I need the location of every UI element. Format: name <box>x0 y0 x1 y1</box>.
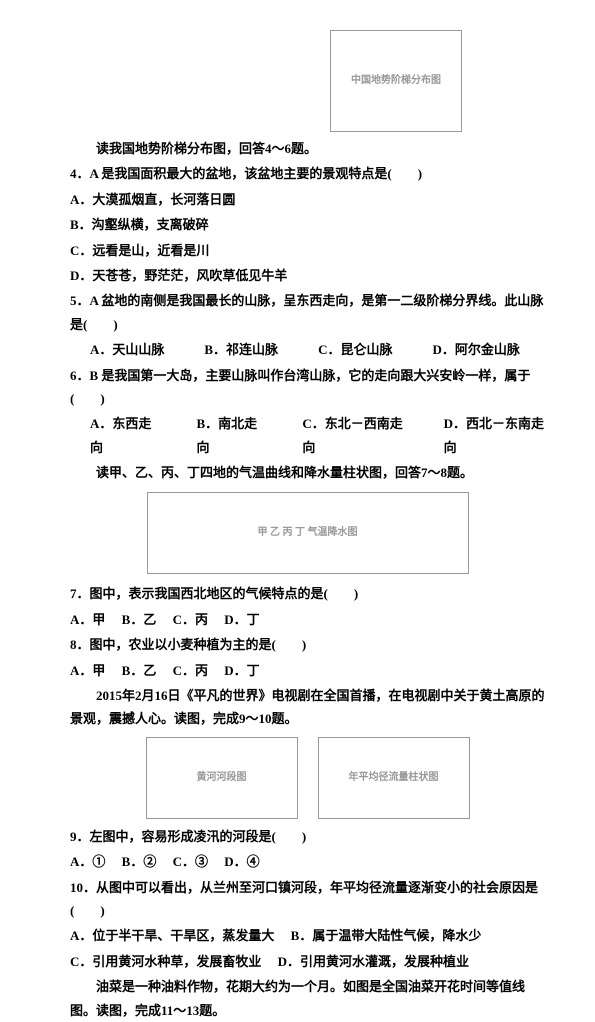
q8-option-a: A．甲 <box>70 663 105 678</box>
intro-4: 油菜是一种油料作物，花期大约为一个月。如图是全国油菜开花时间等值线图。读图，完成… <box>70 975 545 1022</box>
q7-option-a: A．甲 <box>70 612 105 627</box>
q10-option-d: D．引用黄河水灌溉，发展种植业 <box>278 954 469 969</box>
q8-option-b: B．乙 <box>122 663 157 678</box>
runoff-bar-figure: 年平均径流量柱状图 <box>318 737 470 819</box>
q10-options-row2: C．引用黄河水种草，发展畜牧业 D．引用黄河水灌溉，发展种植业 <box>70 950 545 973</box>
climate-charts: 甲 乙 丙 丁 气温降水图 <box>147 492 469 574</box>
q10-option-b: B．属于温带大陆性气候，降水少 <box>291 928 482 943</box>
q7-options: A．甲 B．乙 C．丙 D．丁 <box>70 608 545 631</box>
q10-stem: 10．从图中可以看出，从兰州至河口镇河段，年平均径流量逐渐变小的社会原因是( ) <box>70 876 545 923</box>
q6-option-d: D．西北－东南走向 <box>444 412 545 459</box>
q5-option-c: C．昆仑山脉 <box>318 338 392 361</box>
intro-1: 读我国地势阶梯分布图，回答4～6题。 <box>70 137 545 160</box>
q9-stem: 9．左图中，容易形成凌汛的河段是( ) <box>70 825 545 848</box>
q10-option-a: A．位于半干旱、干旱区，蒸发量大 <box>70 928 274 943</box>
q8-option-c: C．丙 <box>173 663 208 678</box>
q8-options: A．甲 B．乙 C．丙 D．丁 <box>70 659 545 682</box>
q9-option-c: C．③ <box>173 854 208 869</box>
q6-stem: 6．B 是我国第一大岛，主要山脉叫作台湾山脉，它的走向跟大兴安岭一样，属于( ) <box>70 364 545 411</box>
q9-option-d: D．④ <box>224 854 259 869</box>
q5-option-d: D．阿尔金山脉 <box>432 338 519 361</box>
q8-stem: 8．图中，农业以小麦种植为主的是( ) <box>70 633 545 656</box>
q6-option-a: A．东西走向 <box>90 412 156 459</box>
q4-option-b: B．沟壑纵横，支离破碎 <box>70 213 545 236</box>
q5-stem: 5．A 盆地的南侧是我国最长的山脉，呈东西走向，是第一二级阶梯分界线。此山脉是(… <box>70 289 545 336</box>
q8-option-d: D．丁 <box>224 663 259 678</box>
q7-option-d: D．丁 <box>224 612 259 627</box>
river-map-figure: 黄河河段图 <box>146 737 298 819</box>
q6-options: A．东西走向 B．南北走向 C．东北－西南走向 D．西北－东南走向 <box>90 412 545 459</box>
q7-stem: 7．图中，表示我国西北地区的气候特点的是( ) <box>70 582 545 605</box>
q9-options: A．① B．② C．③ D．④ <box>70 850 545 873</box>
q5-option-b: B．祁连山脉 <box>204 338 278 361</box>
q7-option-b: B．乙 <box>122 612 157 627</box>
map-figure: 中国地势阶梯分布图 <box>330 30 462 132</box>
q10-options-row1: A．位于半干旱、干旱区，蒸发量大 B．属于温带大陆性气候，降水少 <box>70 924 545 947</box>
q10-option-c: C．引用黄河水种草，发展畜牧业 <box>70 954 261 969</box>
q6-option-c: C．东北－西南走向 <box>302 412 403 459</box>
q4-stem: 4．A 是我国面积最大的盆地，该盆地主要的景观特点是( ) <box>70 162 545 185</box>
q4-option-c: C．远看是山，近看是川 <box>70 239 545 262</box>
q9-option-b: B．② <box>122 854 157 869</box>
q6-option-b: B．南北走向 <box>196 412 262 459</box>
q5-option-a: A．天山山脉 <box>90 338 164 361</box>
q5-options: A．天山山脉 B．祁连山脉 C．昆仑山脉 D．阿尔金山脉 <box>90 338 545 361</box>
q9-option-a: A．① <box>70 854 105 869</box>
q4-option-a: A．大漠孤烟直，长河落日圆 <box>70 188 545 211</box>
intro-3: 2015年2月16日《平凡的世界》电视剧在全国首播，在电视剧中关于黄土高原的景观… <box>70 684 545 731</box>
bottom-figures: 黄河河段图 年平均径流量柱状图 <box>70 737 545 819</box>
q7-option-c: C．丙 <box>173 612 208 627</box>
q4-option-d: D．天苍苍，野茫茫，风吹草低见牛羊 <box>70 264 545 287</box>
intro-2: 读甲、乙、丙、丁四地的气温曲线和降水量柱状图，回答7～8题。 <box>70 461 545 484</box>
